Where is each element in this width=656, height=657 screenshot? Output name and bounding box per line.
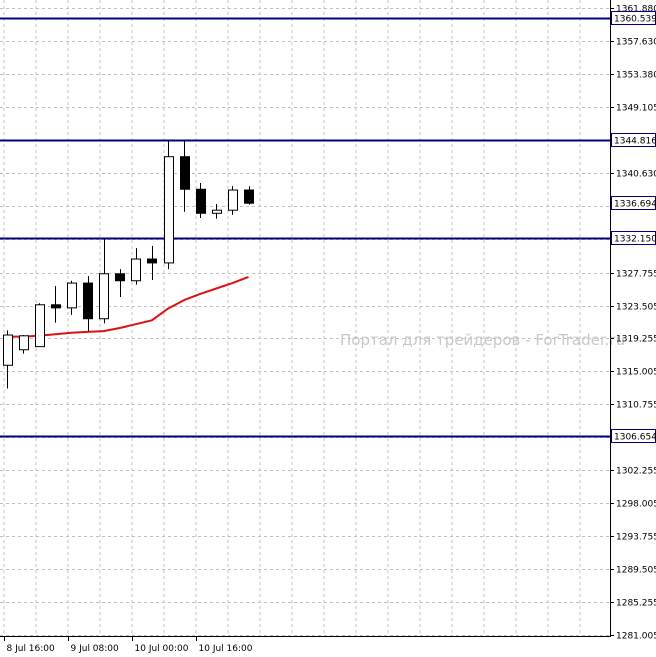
candle bbox=[35, 303, 45, 348]
candle bbox=[3, 330, 13, 389]
candle bbox=[67, 280, 77, 315]
price-badges: 1360.539 1344.816 1332.150 1306.654 1336.694 bbox=[611, 11, 656, 443]
candle-body bbox=[196, 188, 206, 214]
candle-body bbox=[164, 156, 174, 264]
level-badge: 1306.654 bbox=[611, 429, 656, 443]
candle-body bbox=[99, 273, 109, 320]
y-tick-label: 1353.380 bbox=[616, 71, 656, 81]
y-tick-label: 1298.005 bbox=[616, 500, 656, 510]
candle-body bbox=[244, 189, 254, 204]
x-tick-label: 10 Jul 00:00 bbox=[135, 644, 189, 654]
candle bbox=[164, 139, 174, 270]
watermark: Портал для трейдеров - ForTrader.ru bbox=[340, 331, 625, 349]
y-tick-label: 1319.255 bbox=[616, 335, 656, 345]
candle-body bbox=[131, 258, 141, 282]
candle-body bbox=[51, 304, 61, 309]
candle-body bbox=[115, 273, 125, 282]
current-price-badge-label: 1336.694 bbox=[614, 200, 656, 210]
y-tick-label: 1310.755 bbox=[616, 401, 656, 411]
candle bbox=[131, 248, 141, 285]
candle-body bbox=[212, 209, 222, 214]
y-tick-label: 1361.880 bbox=[616, 5, 656, 15]
level-badge: 1360.539 bbox=[611, 11, 656, 25]
moving-average bbox=[7, 275, 249, 338]
candle bbox=[99, 238, 109, 324]
ma-line bbox=[7, 275, 249, 338]
y-tick-label: 1289.505 bbox=[616, 566, 656, 576]
candles bbox=[3, 139, 254, 389]
y-tick-label: 1323.505 bbox=[616, 303, 656, 313]
level-badge: 1332.150 bbox=[611, 231, 656, 245]
level-badge-label: 1332.150 bbox=[614, 235, 656, 245]
candle bbox=[196, 183, 206, 218]
candle bbox=[19, 335, 29, 354]
candle bbox=[51, 286, 61, 323]
y-tick-label: 1281.005 bbox=[616, 632, 656, 642]
candle-body bbox=[67, 282, 77, 309]
candle bbox=[147, 245, 157, 280]
candle bbox=[244, 186, 254, 205]
candle-body bbox=[19, 335, 29, 351]
level-badge-label: 1360.539 bbox=[614, 15, 656, 25]
candle-body bbox=[147, 258, 157, 264]
candle-body bbox=[3, 334, 13, 366]
candle-body bbox=[228, 189, 238, 211]
level-badge-label: 1306.654 bbox=[614, 433, 656, 443]
y-tick-label: 1327.755 bbox=[616, 270, 656, 280]
candle-body bbox=[83, 282, 93, 320]
y-tick-label: 1315.005 bbox=[616, 368, 656, 378]
y-tick-label: 1349.105 bbox=[616, 104, 656, 114]
x-tick-label: 10 Jul 16:00 bbox=[199, 644, 253, 654]
candle-body bbox=[35, 304, 45, 348]
level-badge: 1344.816 bbox=[611, 133, 656, 147]
candle bbox=[83, 276, 93, 332]
current-price-badge: 1336.694 bbox=[611, 196, 656, 210]
level-badge-label: 1344.816 bbox=[614, 137, 656, 147]
y-tick-label: 1285.255 bbox=[616, 599, 656, 609]
y-tick-label: 1340.630 bbox=[616, 170, 656, 180]
candle bbox=[212, 203, 222, 219]
candle-body bbox=[180, 156, 190, 190]
x-tick-label: 9 Jul 08:00 bbox=[71, 644, 120, 654]
horizontal-levels bbox=[0, 17, 610, 438]
y-tick-label: 1357.630 bbox=[616, 38, 656, 48]
y-tick-label: 1302.255 bbox=[616, 467, 656, 477]
candle bbox=[180, 139, 190, 212]
x-tick-label: 8 Jul 16:00 bbox=[7, 644, 56, 654]
y-tick-label: 1293.755 bbox=[616, 533, 656, 543]
candle bbox=[115, 269, 125, 298]
candle bbox=[228, 186, 238, 215]
